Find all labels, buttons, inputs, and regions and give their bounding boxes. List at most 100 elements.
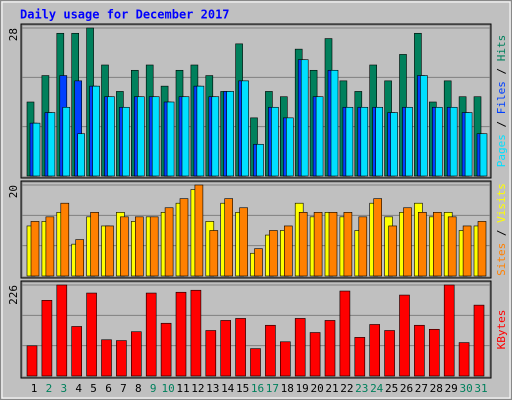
x-tick-label: 19 xyxy=(296,382,309,395)
bar xyxy=(324,320,336,377)
bar xyxy=(135,216,144,277)
bar xyxy=(477,221,487,277)
bar xyxy=(77,133,85,177)
x-tick-label: 14 xyxy=(221,382,235,395)
bar xyxy=(26,345,38,377)
x-tick-label: 11 xyxy=(176,382,189,395)
bar xyxy=(443,284,455,377)
bar xyxy=(47,112,56,177)
bar xyxy=(418,212,427,277)
x-tick-label: 22 xyxy=(340,382,353,395)
x-tick-label: 31 xyxy=(474,382,487,395)
bar xyxy=(428,328,440,377)
x-tick-label: 6 xyxy=(105,382,112,395)
chart-title: Daily usage for December 2017 xyxy=(20,8,230,22)
bar xyxy=(211,96,220,177)
panel-highlight xyxy=(21,24,491,178)
bar xyxy=(354,337,366,377)
x-tick-label: 7 xyxy=(120,382,127,395)
x-tick-label: 24 xyxy=(370,382,384,395)
bar xyxy=(432,212,442,277)
bar xyxy=(271,106,279,177)
bar xyxy=(373,198,383,277)
y-tick-label: 28 xyxy=(7,28,20,41)
bar xyxy=(447,216,457,277)
bar xyxy=(298,212,308,277)
bar xyxy=(220,320,231,377)
bar xyxy=(175,291,187,377)
x-tick-label: 17 xyxy=(266,382,279,395)
x-tick-label: 23 xyxy=(355,382,368,395)
bar xyxy=(414,324,425,377)
bar xyxy=(309,332,321,377)
x-tick-label: 30 xyxy=(459,382,472,395)
x-tick-label: 10 xyxy=(161,382,174,395)
bar xyxy=(62,106,71,177)
x-tick-label: 25 xyxy=(385,382,398,395)
bar xyxy=(32,122,41,177)
bar xyxy=(384,330,395,377)
bar xyxy=(315,96,324,177)
bar xyxy=(360,106,369,177)
x-tick-label: 20 xyxy=(310,382,323,395)
legend-separator: / xyxy=(495,223,508,243)
bar xyxy=(151,96,160,177)
bar xyxy=(122,106,130,177)
bar xyxy=(107,96,115,177)
bar xyxy=(190,289,202,377)
bar xyxy=(250,348,261,377)
panel-highlight xyxy=(21,181,491,278)
bar xyxy=(464,112,473,177)
bar xyxy=(256,143,264,177)
bar xyxy=(56,284,68,377)
y-tick-label: 226 xyxy=(7,285,20,305)
x-tick-label: 26 xyxy=(400,382,413,395)
x-tick-label: 16 xyxy=(251,382,264,395)
panel-highlight xyxy=(21,281,491,378)
x-tick-label: 27 xyxy=(415,382,428,395)
legend-entry: Files xyxy=(495,81,508,114)
bar xyxy=(105,225,114,277)
bar xyxy=(92,85,100,177)
bar xyxy=(196,85,205,177)
bar xyxy=(137,96,145,177)
bar xyxy=(269,230,278,277)
y-tick-label: 20 xyxy=(7,185,20,198)
bar xyxy=(90,212,99,277)
bar xyxy=(345,106,354,177)
x-tick-label: 29 xyxy=(445,382,458,395)
x-tick-label: 4 xyxy=(75,382,82,395)
bar xyxy=(160,322,172,377)
legend-separator: / xyxy=(495,61,508,81)
bar xyxy=(313,212,323,277)
bar xyxy=(209,230,219,277)
bar xyxy=(388,225,397,277)
bar xyxy=(181,96,190,177)
bar xyxy=(458,342,470,377)
bar xyxy=(71,326,82,377)
bar xyxy=(375,106,384,177)
x-tick-label: 2 xyxy=(46,382,53,395)
bar xyxy=(330,69,339,177)
bar xyxy=(420,75,428,177)
x-tick-label: 9 xyxy=(150,382,157,395)
bar xyxy=(131,331,142,377)
x-tick-label: 21 xyxy=(325,382,338,395)
bar xyxy=(239,207,248,277)
bar xyxy=(120,216,129,277)
legend-entry: Pages xyxy=(495,134,508,167)
bar xyxy=(30,221,40,277)
bar xyxy=(369,324,381,377)
bar xyxy=(41,300,53,377)
legend-entry: Sites xyxy=(495,243,508,276)
bar xyxy=(145,292,157,377)
bar xyxy=(449,106,458,177)
legend: Sites / Visits xyxy=(495,183,508,276)
bar xyxy=(479,133,488,177)
bar xyxy=(86,292,97,377)
bar xyxy=(226,91,234,177)
x-tick-label: 12 xyxy=(191,382,204,395)
bar xyxy=(473,304,485,377)
